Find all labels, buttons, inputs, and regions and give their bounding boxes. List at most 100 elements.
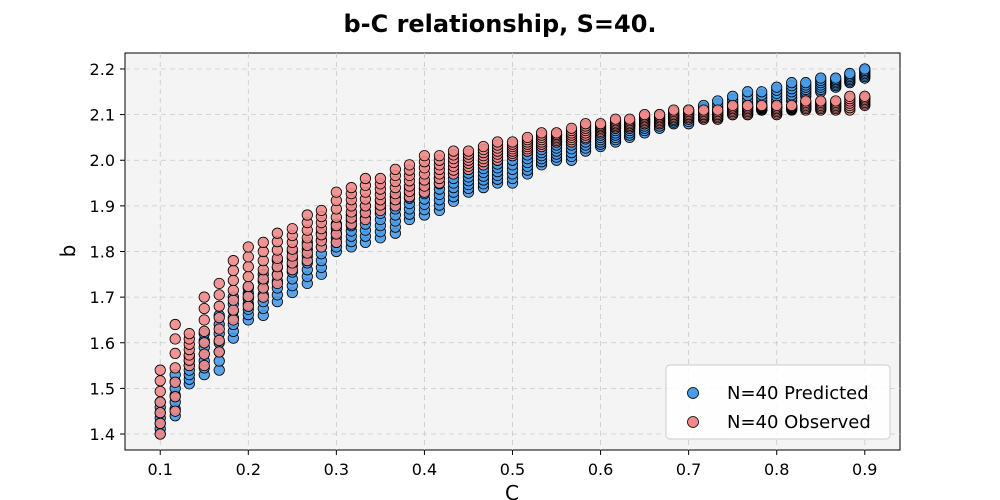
axes: 0.1 0.2 0.3 0.4 0.5 0.6 0.7 0.8 0.9 1.4 1.5 1.6 1.7 1…	[90, 60, 878, 479]
data-point-predicted	[771, 81, 783, 93]
data-point-observed	[198, 359, 210, 372]
x-tick-label: 0.3	[324, 460, 349, 479]
x-tick-label: 0.8	[764, 460, 789, 479]
data-point-observed	[359, 172, 372, 185]
data-point-observed	[227, 314, 239, 326]
data-point-observed	[683, 104, 695, 116]
x-tick-label: 0.7	[676, 460, 701, 479]
data-point-observed	[154, 407, 166, 419]
data-point-predicted	[815, 72, 827, 84]
data-point-observed	[433, 150, 446, 162]
data-point-observed	[594, 118, 607, 130]
data-point-observed	[742, 99, 754, 112]
data-point-observed	[198, 314, 210, 326]
data-point-observed	[756, 99, 768, 112]
data-point-observed	[169, 405, 181, 417]
y-tick-label: 1.5	[90, 379, 115, 398]
data-point-observed	[786, 99, 798, 112]
y-tick-label: 1.9	[90, 197, 115, 216]
data-point-predicted	[756, 86, 768, 98]
data-point-observed	[257, 236, 269, 248]
data-point-observed	[565, 122, 578, 134]
data-point-predicted	[859, 63, 871, 75]
data-point-observed	[609, 113, 622, 125]
y-tick-label: 2.2	[90, 60, 115, 79]
legend-label-predicted: N=40 Predicted	[727, 383, 869, 404]
data-point-observed	[169, 376, 181, 388]
data-point-observed	[550, 127, 563, 139]
legend-label-observed: N=40 Observed	[727, 412, 871, 433]
data-point-observed	[227, 274, 239, 287]
y-tick-label: 1.4	[90, 425, 115, 444]
data-point-observed	[242, 300, 254, 312]
data-point-observed	[154, 364, 166, 376]
data-point-observed	[462, 145, 475, 157]
data-point-observed	[330, 186, 342, 198]
data-point-observed	[213, 334, 225, 347]
data-point-observed	[639, 109, 651, 121]
legend-marker-observed	[687, 416, 699, 428]
data-points	[154, 63, 871, 440]
y-tick-label: 2.0	[90, 151, 115, 170]
x-tick-label: 0.1	[148, 460, 173, 479]
data-point-observed	[374, 172, 386, 185]
data-point-observed	[169, 318, 181, 331]
data-point-observed	[169, 333, 181, 345]
legend: N=40 Predicted N=40 Observed	[665, 364, 891, 440]
data-point-observed	[227, 255, 239, 267]
data-point-observed	[815, 95, 827, 107]
data-point-observed	[271, 227, 283, 239]
data-point-observed	[242, 241, 254, 253]
data-point-observed	[389, 163, 401, 175]
data-point-observed	[213, 289, 225, 301]
data-point-observed	[477, 140, 490, 153]
data-point-observed	[213, 346, 225, 358]
data-point-observed	[227, 284, 239, 296]
data-point-observed	[154, 428, 166, 440]
data-point-observed	[242, 280, 254, 293]
y-tick-label: 2.1	[90, 106, 115, 125]
data-point-observed	[698, 104, 710, 116]
data-point-observed	[668, 104, 680, 116]
data-point-observed	[315, 204, 327, 217]
data-point-observed	[169, 362, 181, 374]
x-axis-label: C	[505, 481, 519, 500]
data-point-observed	[227, 264, 239, 277]
data-point-observed	[242, 261, 254, 273]
y-tick-label: 1.6	[90, 334, 115, 353]
y-tick-label: 1.8	[90, 243, 115, 262]
x-tick-label: 0.5	[500, 460, 525, 479]
data-point-observed	[800, 95, 812, 107]
data-point-observed	[506, 136, 519, 148]
x-tick-label: 0.9	[852, 460, 877, 479]
data-point-observed	[154, 375, 166, 387]
data-point-observed	[624, 113, 636, 125]
data-point-observed	[213, 300, 225, 312]
data-point-predicted	[786, 77, 798, 89]
data-point-observed	[727, 99, 739, 112]
data-point-predicted	[742, 86, 754, 98]
data-point-observed	[227, 304, 239, 316]
data-point-observed	[227, 294, 239, 306]
legend-marker-predicted	[687, 387, 699, 399]
data-point-observed	[535, 127, 548, 139]
data-point-observed	[653, 109, 666, 121]
data-point-observed	[198, 291, 210, 303]
chart-title: b-C relationship, S=40.	[343, 10, 656, 38]
data-point-observed	[213, 312, 225, 324]
data-point-predicted	[844, 67, 856, 80]
data-point-predicted	[830, 72, 842, 84]
data-point-observed	[403, 159, 416, 171]
data-point-predicted	[800, 77, 812, 89]
data-point-observed	[242, 251, 254, 263]
data-point-observed	[213, 277, 225, 290]
data-point-observed	[844, 90, 856, 102]
data-point-observed	[830, 95, 842, 107]
data-point-observed	[521, 131, 534, 144]
data-point-observed	[579, 118, 592, 130]
data-point-observed	[213, 323, 225, 335]
data-point-observed	[712, 104, 724, 116]
data-point-observed	[198, 302, 210, 315]
data-point-observed	[169, 347, 181, 360]
